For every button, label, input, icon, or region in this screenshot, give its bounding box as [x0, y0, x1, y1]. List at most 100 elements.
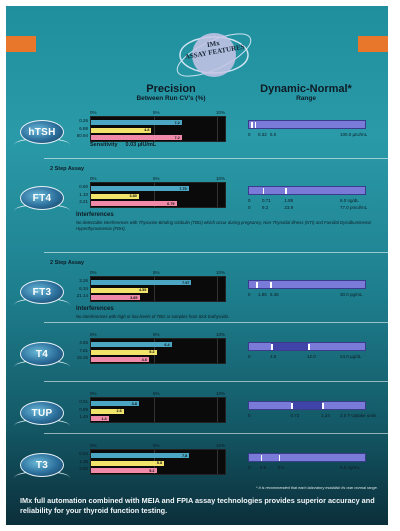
- section-divider: [44, 322, 388, 323]
- chart-bar-area: 6.4 5.2 4.6: [90, 338, 226, 364]
- cv-bar: 4.8: [91, 127, 152, 133]
- section-divider: [44, 381, 388, 382]
- range-value-label: 9.2: [261, 205, 269, 210]
- normal-range-tick: [271, 344, 273, 350]
- chart-scale: 0% 5% 10%: [90, 110, 226, 116]
- range-value-label: 0: [248, 465, 251, 470]
- cv-bar-value: 4.6: [141, 357, 147, 362]
- control-level-label: 6.34: [79, 285, 88, 291]
- chart-gridline: [217, 277, 218, 301]
- control-level-label: 0.51: [79, 399, 88, 404]
- range-value-label: 77.0 pmol/mL: [340, 205, 368, 210]
- scale-tick-label: 10%: [216, 110, 226, 115]
- precision-header: Precision Between Run CV's (%): [111, 83, 231, 102]
- chart-scale: 0% 5% 10%: [90, 332, 226, 338]
- interferences-text: No detectable interferences with Thyroxi…: [76, 220, 372, 231]
- assay-logo-ft4: FT4: [20, 186, 64, 210]
- control-level-label: 50.94: [76, 133, 88, 138]
- sensitivity-label: Sensitivity: [90, 142, 118, 148]
- cv-bar-value: 7.75: [179, 186, 187, 191]
- normal-range-tick: [262, 188, 265, 194]
- normal-range-tick: [308, 344, 310, 350]
- sensitivity: Sensitivity 0.03 µIU/mL: [90, 142, 156, 148]
- cv-bar-value: 7.2: [174, 135, 180, 140]
- cv-bar-value: 1.4: [101, 416, 107, 421]
- normal-range-fill: [291, 402, 323, 409]
- assay-section-htsh: hTSH 0% 5% 10% 0.26 6.88 50.94 7.2 4.8 7.2 0 0.32 5.…: [6, 106, 388, 166]
- scale-tick-label: 0%: [90, 176, 97, 181]
- cv-bar: 7.8: [91, 453, 190, 458]
- scale-tick-label: 0%: [90, 110, 97, 115]
- chart-gridline: [217, 117, 218, 141]
- footnote: * It is recommended that each laboratory…: [256, 486, 378, 490]
- normal-range-tick: [256, 282, 258, 288]
- page: IMx ASSAY FEATURES Precision Between Run…: [6, 6, 388, 525]
- normal-range-bar: [248, 186, 366, 195]
- cv-bar-value: 2.6: [116, 409, 122, 413]
- assay-name: T3: [35, 459, 49, 471]
- range-value-label: 12.0: [307, 354, 316, 359]
- range-value-label: 2.0 T-Uptake units: [340, 413, 377, 418]
- chart-gridline: [154, 117, 155, 141]
- section-divider: [44, 158, 388, 159]
- assay-name: hTSH: [28, 126, 56, 138]
- chart-bar-area: 7.97 4.55 3.85: [90, 276, 226, 302]
- range-value-label: 0.8: [259, 465, 267, 470]
- step-assay-label: 2 Step Assay: [50, 166, 85, 172]
- normal-range-bar: [248, 120, 366, 129]
- scale-tick-label: 0%: [90, 391, 97, 396]
- normal-range-bar: [248, 342, 366, 351]
- range-value-label: 1.85: [258, 292, 267, 297]
- assay-logo-htsh: hTSH: [20, 120, 64, 144]
- control-level-label: 0.26: [79, 118, 88, 123]
- cv-bar-value: 7.2: [174, 120, 180, 125]
- chart-gridline: [154, 398, 155, 422]
- cv-bar: 7.2: [91, 135, 182, 140]
- normal-range-tick: [285, 188, 287, 194]
- normal-range-bar: [248, 280, 366, 289]
- control-level-label: 1.10: [79, 191, 88, 197]
- assay-features-starburst-icon: [176, 33, 252, 77]
- scale-tick-label: 5%: [153, 270, 160, 275]
- chart-bar-area: 7.8 5.8 5.2: [90, 449, 226, 475]
- range-value-label: 0.32: [258, 132, 267, 137]
- range-value-label: 4.5: [270, 354, 277, 359]
- control-level-label: 7.61: [79, 347, 88, 353]
- chart-gridline: [217, 183, 218, 207]
- scale-tick-label: 10%: [216, 391, 226, 396]
- scale-tick-label: 10%: [216, 176, 226, 181]
- assay-section-t3: T3 0% 5% 10% 0.64 1.38 3.56 7.8 5.8 5.2 0 0.8 2.0 8.0…: [6, 433, 388, 499]
- range-header: Dynamic-Normal* Range: [246, 83, 366, 102]
- range-value-label: 0: [248, 292, 251, 297]
- precision-title: Precision: [146, 83, 196, 95]
- cv-bar: 4.6: [91, 357, 149, 362]
- range-value-label: 5.0: [270, 132, 277, 137]
- chart-gridline: [154, 277, 155, 301]
- accent-tab-right: [358, 36, 388, 52]
- assay-section-tup: TUP 0% 5% 10% 0.51 0.99 1.49 3.8 2.6 1.4 0 0.72 1.24…: [6, 381, 388, 447]
- normal-range-tick: [278, 455, 280, 461]
- assay-name: TUP: [31, 407, 53, 419]
- scale-tick-label: 10%: [216, 332, 226, 337]
- normal-range-tick: [260, 455, 263, 461]
- cv-bar-value: 3.8: [131, 401, 137, 406]
- range-value-label: 1.24: [321, 413, 330, 418]
- scale-tick-label: 10%: [216, 270, 226, 275]
- interferences-title: Interferences: [76, 212, 114, 218]
- scale-tick-label: 5%: [153, 176, 160, 181]
- normal-range-tick: [291, 403, 293, 409]
- accent-tab-left: [6, 36, 36, 52]
- assay-section-t4: T4 0% 5% 10% 4.65 7.61 15.25 6.4 5.2 4.6 0 4.5 12.0 2…: [6, 322, 388, 388]
- assay-section-ft4: 2 Step Assay FT4 0% 5% 10% 0.60 1.10 3.21 7.75 3.…: [6, 158, 388, 231]
- sensitivity-value: 0.03 µIU/mL: [125, 142, 157, 148]
- scale-tick-label: 10%: [216, 443, 226, 448]
- range-value-label: 0.71: [261, 198, 271, 203]
- chart-scale: 0% 5% 10%: [90, 443, 226, 449]
- cv-bar: 5.8: [91, 460, 165, 466]
- cv-bar-value: 5.2: [149, 350, 155, 354]
- cv-bar: 3.8: [91, 401, 139, 406]
- range-value-label: 0: [248, 354, 251, 359]
- cv-bar-value: 4.8: [144, 128, 150, 132]
- range-value-label: 23.9: [284, 205, 294, 210]
- scale-tick-label: 5%: [153, 110, 160, 115]
